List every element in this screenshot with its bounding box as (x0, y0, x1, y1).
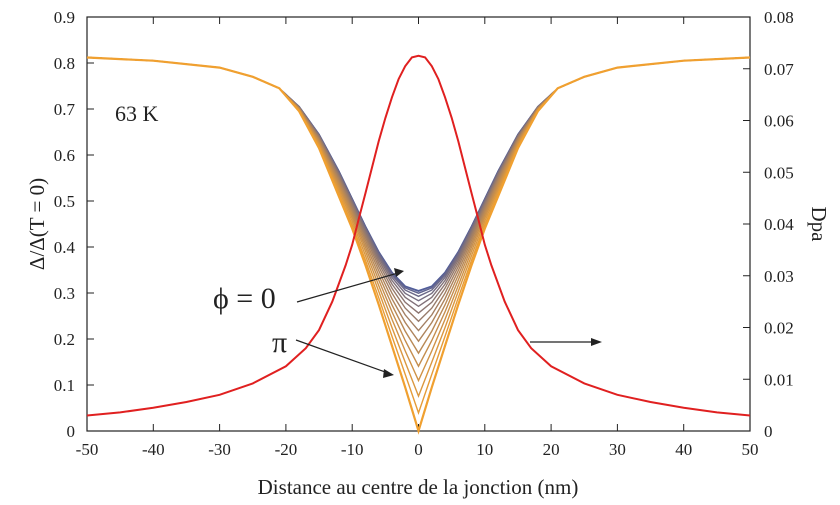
x-tick-label: -30 (208, 440, 231, 459)
y2-tick-label: 0.08 (764, 8, 794, 27)
x-tick-label: 50 (742, 440, 759, 459)
gap-curve (86, 56, 751, 355)
y2-tick-label: 0.01 (764, 370, 794, 389)
y2-tick-label: 0 (764, 422, 773, 441)
y-tick-label: 0.8 (54, 54, 75, 73)
temperature-label: 63 K (115, 101, 159, 126)
x-tick-label: -40 (142, 440, 165, 459)
phi-pi-arrow (295, 339, 389, 374)
y-tick-label: 0.7 (54, 100, 76, 119)
y2-tick-label: 0.06 (764, 112, 794, 131)
y-tick-label: 0.6 (54, 146, 75, 165)
gap-curve (86, 56, 751, 323)
x-axis-title: Distance au centre de la jonction (nm) (258, 475, 579, 499)
y-tick-label: 0.3 (54, 284, 75, 303)
x-tick-label: 30 (609, 440, 626, 459)
x-tick-label: 20 (543, 440, 560, 459)
x-tick-label: 40 (675, 440, 692, 459)
phi-zero-label: ϕ = 0 (213, 282, 276, 315)
phi-zero-arrowhead (394, 268, 404, 277)
gap-curve (86, 56, 751, 383)
gap-curve (86, 56, 751, 416)
y-axis-title: Δ/Δ(T = 0) (25, 178, 49, 270)
y2-tick-label: 0.04 (764, 215, 794, 234)
gap-curve (86, 56, 751, 292)
plot-frame (86, 16, 751, 432)
y-tick-label: 0 (67, 422, 76, 441)
x-tick-label: 10 (476, 440, 493, 459)
y2-axis-title: Dpa (807, 207, 831, 243)
x-tick-label: 0 (414, 440, 423, 459)
gap-curve (86, 56, 751, 293)
y2-tick-label: 0.05 (764, 163, 794, 182)
y-tick-label: 0.1 (54, 376, 75, 395)
gap-curve (86, 56, 751, 343)
y2-tick-label: 0.07 (764, 60, 794, 79)
gap-curve (86, 56, 751, 368)
y2-tick-label: 0.02 (764, 319, 794, 338)
y-tick-label: 0.2 (54, 330, 75, 349)
gap-curve (86, 56, 751, 308)
x-tick-label: -10 (341, 440, 364, 459)
gap-curve (86, 56, 751, 332)
curves (86, 54, 751, 435)
y2-tick-label: 0.03 (764, 267, 794, 286)
y-tick-label: 0.9 (54, 8, 75, 27)
dpa-curve (86, 54, 751, 417)
phi-pi-arrowhead (383, 369, 394, 378)
phi-zero-arrow (296, 272, 399, 303)
gap-curve (86, 56, 751, 294)
ticks: -50 -40 -30 -20 -10 0 10 20 30 40 50 0 0.1 0.2 0.3 0.4 0… (54, 8, 795, 459)
x-tick-label: -20 (275, 440, 298, 459)
gap-curve (86, 56, 751, 435)
gap-curve (86, 56, 751, 315)
x-tick-label: -50 (76, 440, 99, 459)
right-axis-arrowhead (591, 338, 602, 346)
gap-curve (86, 56, 751, 298)
y-tick-label: 0.5 (54, 192, 75, 211)
gap-curve (86, 56, 751, 399)
gap-curve (86, 56, 751, 302)
y-tick-label: 0.4 (54, 238, 76, 257)
phi-pi-label: π (272, 326, 287, 359)
